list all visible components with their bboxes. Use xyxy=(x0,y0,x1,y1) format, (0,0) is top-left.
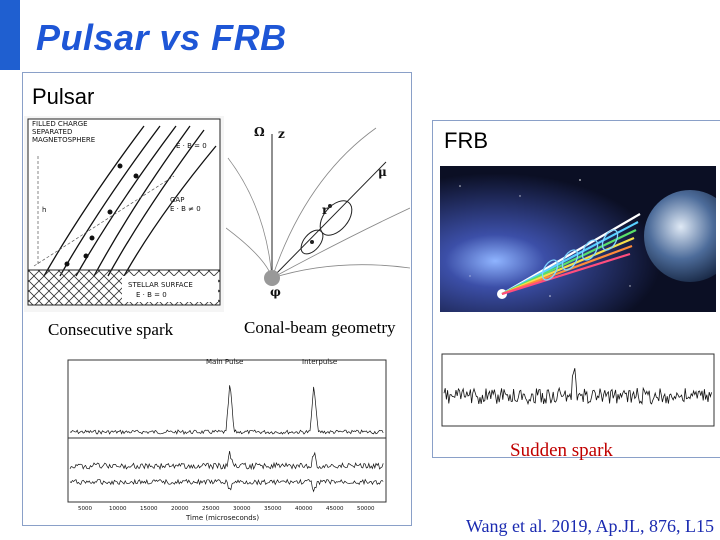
x-tick-label: 40000 xyxy=(295,506,313,512)
main-pulse-label: Main Pulse xyxy=(206,358,243,366)
frb-trace xyxy=(443,368,712,406)
pulsar-label: Pulsar xyxy=(32,84,95,109)
consecutive-spark-caption: Consecutive spark xyxy=(48,320,174,339)
sudden-spark-caption: Sudden spark xyxy=(510,440,613,461)
omega-label: Ω xyxy=(254,125,265,139)
frb-light-curve xyxy=(440,350,716,430)
title-accent-bar xyxy=(0,0,20,70)
x-tick-label: 5000 xyxy=(78,506,92,512)
z-axis-label: z xyxy=(278,127,285,141)
x-tick-label: 15000 xyxy=(140,506,158,512)
x-tick-label: 50000 xyxy=(357,506,375,512)
surface-label: STELLAR SURFACE xyxy=(128,281,193,289)
x-tick-label: 35000 xyxy=(264,506,282,512)
x-tick-label: 20000 xyxy=(171,506,189,512)
reference-citation: Wang et al. 2019, Ap.JL, 876, L15 xyxy=(466,516,715,536)
gap-label: GAP xyxy=(170,196,184,204)
pulse-trace-bot xyxy=(69,478,384,493)
conal-beam-diagram: Ω z μ r φ xyxy=(226,118,410,310)
pulse-trace-top xyxy=(69,385,384,435)
gap-diagram: FILLED CHARGE SEPARATED MAGNETOSPHERE E … xyxy=(24,116,224,312)
upper-equation: E · B = 0 xyxy=(176,142,207,150)
x-tick-label: 45000 xyxy=(326,506,344,512)
gap-equation: E · B ≠ 0 xyxy=(170,205,201,213)
frb-label: FRB xyxy=(444,128,488,153)
legend-line-1: FILLED CHARGE xyxy=(32,120,88,128)
r-label: r xyxy=(322,203,329,217)
mu-label: μ xyxy=(378,165,387,179)
x-tick-label: 10000 xyxy=(109,506,127,512)
legend-line-3: MAGNETOSPHERE xyxy=(32,136,95,144)
x-tick-label: 25000 xyxy=(202,506,220,512)
x-axis-label: Time (microseconds) xyxy=(185,514,259,522)
surface-equation: E · B = 0 xyxy=(136,291,167,299)
phi-label: φ xyxy=(270,285,281,299)
x-tick-label: 30000 xyxy=(233,506,251,512)
slide-title: Pulsar vs FRB xyxy=(36,17,287,58)
height-label: h xyxy=(42,206,46,214)
pulse-trace-mid xyxy=(69,451,384,471)
interpulse-label: Interpulse xyxy=(302,358,337,366)
frb-illustration xyxy=(440,166,716,312)
pulse-profile-plot: Main Pulse Interpulse Time (microseconds… xyxy=(44,348,394,524)
legend-line-2: SEPARATED xyxy=(32,128,72,136)
conal-beam-caption: Conal-beam geometry xyxy=(244,318,396,337)
